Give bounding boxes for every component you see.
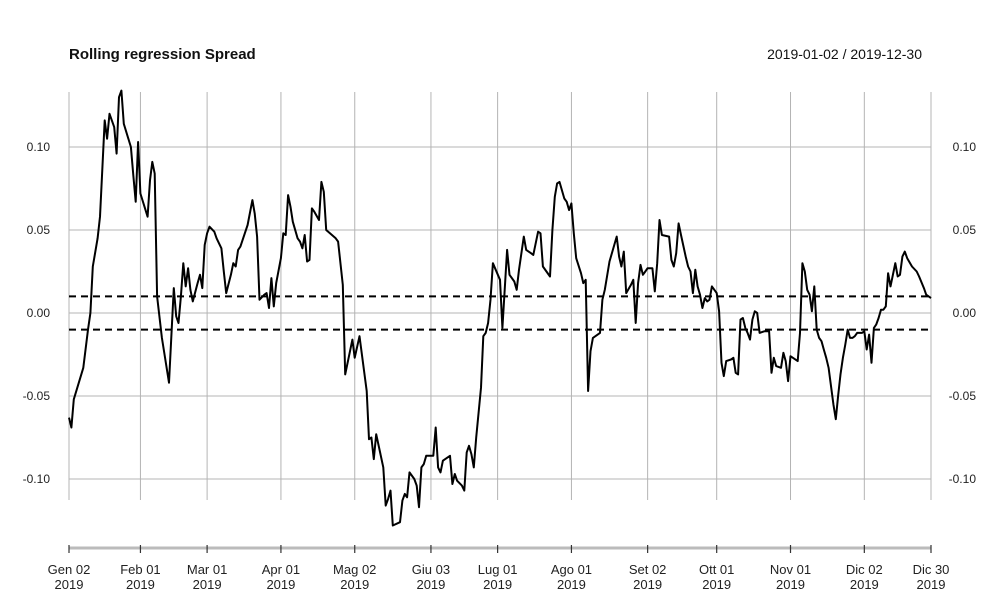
x-tick-year: 2019 [557, 577, 586, 592]
y-tick-label-right: 0.00 [953, 306, 977, 320]
x-tick-label: Nov 01 [770, 562, 811, 577]
x-tick-year: 2019 [126, 577, 155, 592]
x-tick-label: Mag 02 [333, 562, 376, 577]
x-tick-label: Dic 02 [846, 562, 883, 577]
x-tick-year: 2019 [416, 577, 445, 592]
x-tick-year: 2019 [633, 577, 662, 592]
x-tick-year: 2019 [917, 577, 946, 592]
x-tick-year: 2019 [340, 577, 369, 592]
x-tick-label: Lug 01 [478, 562, 518, 577]
x-tick-label: Dic 30 [913, 562, 950, 577]
x-tick-label: Ott 01 [699, 562, 734, 577]
x-tick-label: Ago 01 [551, 562, 592, 577]
x-tick-label: Apr 01 [262, 562, 300, 577]
x-tick-label: Feb 01 [120, 562, 160, 577]
spread-series-line [68, 89, 932, 527]
y-tick-label-left: 0.00 [27, 306, 51, 320]
series-layer [68, 89, 932, 527]
y-tick-label-left: -0.10 [23, 472, 51, 486]
y-tick-label-left: 0.05 [27, 223, 51, 237]
y-axis-right: 0.10 0.05 0.00 -0.05 -0.10 [949, 140, 977, 486]
x-tick-year: 2019 [193, 577, 222, 592]
y-tick-label-left: 0.10 [27, 140, 51, 154]
date-range-label: 2019-01-02 / 2019-12-30 [767, 46, 922, 62]
x-tick-year: 2019 [776, 577, 805, 592]
x-tick-year: 2019 [483, 577, 512, 592]
y-tick-label-right: 0.10 [953, 140, 977, 154]
x-tick-year: 2019 [266, 577, 295, 592]
x-tick-label: Giu 03 [412, 562, 450, 577]
x-tick-label: Gen 02 [48, 562, 91, 577]
y-axis-left: 0.10 0.05 0.00 -0.05 -0.10 [23, 140, 51, 486]
x-tick-label: Set 02 [629, 562, 667, 577]
x-tick-year: 2019 [702, 577, 731, 592]
y-tick-label-right: -0.10 [949, 472, 977, 486]
chart-title: Rolling regression Spread [69, 46, 256, 63]
x-tick-label: Mar 01 [187, 562, 227, 577]
x-tick-year: 2019 [850, 577, 879, 592]
x-tick-year: 2019 [55, 577, 84, 592]
y-tick-label-left: -0.05 [23, 389, 51, 403]
y-tick-label-right: -0.05 [949, 389, 977, 403]
y-tick-label-right: 0.05 [953, 223, 977, 237]
